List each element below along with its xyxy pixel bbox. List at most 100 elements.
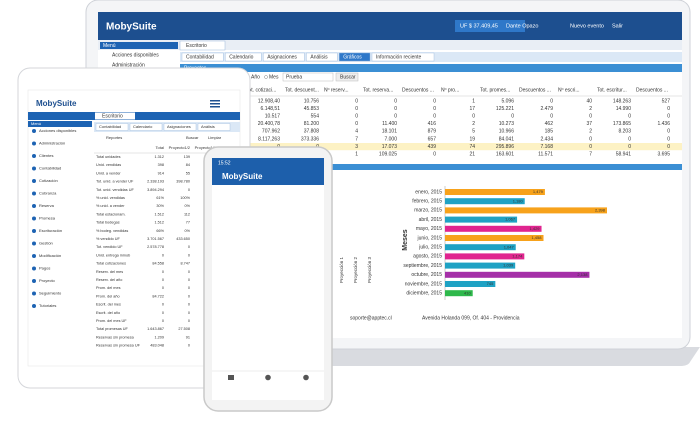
tablet-row-label: % bodeg. vendidas	[96, 229, 128, 233]
tablet-tab[interactable]	[95, 123, 129, 131]
tab[interactable]	[224, 52, 262, 62]
tablet-tab[interactable]	[163, 123, 197, 131]
tab[interactable]	[306, 52, 338, 62]
tab[interactable]	[181, 52, 224, 62]
cell: 0	[667, 136, 670, 142]
menu-item[interactable]: Administración	[39, 141, 65, 146]
menu-item[interactable]: Contabilidad	[39, 166, 61, 171]
menu-item[interactable]: Seguimiento	[39, 291, 62, 296]
tablet-column: Total	[156, 145, 165, 150]
tablet-cell: 0	[162, 270, 164, 274]
menu-item[interactable]: Reserva	[39, 203, 55, 208]
category-label: julio, 2015	[418, 245, 442, 251]
menu-item[interactable]: Clientes	[39, 153, 53, 158]
tablet-cell: 0	[188, 294, 190, 298]
cell: 0	[628, 136, 631, 142]
bar	[445, 262, 516, 269]
tablet-cell: 0	[188, 278, 190, 282]
menu-item[interactable]: Acciones disponibles	[39, 128, 76, 133]
x-label: Proyección 3	[367, 256, 372, 283]
tablet-tab[interactable]	[95, 112, 135, 120]
tablet-row-label: Escrit. del mes	[96, 303, 121, 307]
tablet-row-label: Reserv. del año	[96, 278, 122, 282]
tablet-cell: 398.780	[176, 180, 190, 184]
bar	[445, 189, 545, 195]
menu-icon	[32, 254, 36, 258]
tablet-cell: 0	[162, 253, 164, 257]
menu-icon	[32, 291, 36, 296]
cell: 37.808	[304, 129, 320, 135]
menu-item[interactable]: Escrituración	[39, 228, 62, 233]
tablet-cell: 433.650	[176, 237, 190, 241]
menu-item[interactable]: Proyecto	[39, 278, 56, 283]
category-label: agosto, 2015	[413, 254, 442, 260]
tablet-cell: 1.512	[154, 212, 164, 216]
profile-icon[interactable]	[303, 374, 309, 381]
column-header: Descuentos ...	[402, 87, 434, 93]
tab[interactable]	[263, 52, 305, 62]
menu-item[interactable]: Cotización	[39, 178, 58, 183]
tablet-tab-label: Asignaciones	[167, 124, 191, 129]
value-label: 1,174	[512, 253, 523, 258]
category-label: diciembre, 2015	[406, 291, 442, 297]
bar	[445, 216, 518, 223]
sidebar-item[interactable]: Acciones disponibles	[112, 52, 159, 58]
select[interactable]	[282, 72, 334, 82]
radio[interactable]	[264, 75, 268, 79]
tablet-cell: 1.209	[154, 335, 164, 339]
tablet-cell: 1.312	[154, 155, 164, 159]
cell: 0	[589, 114, 592, 120]
cell: 10.756	[304, 98, 320, 104]
cell: 18.101	[382, 129, 398, 135]
cell: 2	[589, 106, 592, 112]
new-event[interactable]: Nuevo evento	[570, 23, 604, 29]
tab[interactable]	[179, 40, 226, 51]
hamburger[interactable]	[210, 106, 220, 108]
menu-item[interactable]: Promesa	[39, 216, 56, 221]
menu-item[interactable]: Gestión	[39, 241, 53, 246]
tablet-cell: 0	[188, 303, 190, 307]
cell: 2	[589, 129, 592, 135]
menu-item[interactable]: Tutoriales	[39, 303, 56, 308]
menu-item[interactable]: Cobranza	[39, 191, 57, 196]
category-label: enero, 2015	[415, 189, 442, 195]
home-icon[interactable]	[228, 375, 234, 380]
hamburger[interactable]	[210, 103, 220, 105]
filter-label: Año	[251, 74, 260, 80]
cell: 10.517	[265, 114, 281, 120]
menu-item[interactable]: Modificación	[39, 253, 61, 258]
cell: 2.479	[540, 106, 553, 112]
tablet-menu-bar	[28, 121, 92, 127]
button[interactable]	[335, 72, 359, 82]
cell: 45.853	[304, 106, 320, 112]
tablet-cell: 1.512	[154, 221, 164, 225]
menu-icon	[32, 216, 36, 221]
hamburger[interactable]	[210, 100, 220, 102]
menu-item[interactable]: Pagos	[39, 266, 50, 271]
menu-icon	[32, 241, 36, 246]
tablet-tab[interactable]	[129, 123, 163, 131]
cell: 2	[472, 121, 475, 127]
tablet-row-label: % unid. a vender	[96, 204, 125, 208]
tablet-cell: 0	[162, 278, 164, 282]
menu-bar	[100, 42, 178, 49]
alert-icon[interactable]	[265, 374, 271, 381]
cell: 4	[355, 129, 358, 135]
category-label: abril, 2015	[419, 217, 443, 223]
tablet-menu: Menú	[31, 121, 41, 126]
tablet-cell: 2.338.193	[147, 180, 164, 184]
tab[interactable]	[339, 52, 371, 62]
cell: 0	[355, 106, 358, 112]
sidebar-item[interactable]: Administración	[112, 62, 145, 68]
cell: 12.908,40	[258, 98, 280, 104]
tablet-button[interactable]: Buscar	[186, 135, 199, 140]
tablet-cell: 66%	[156, 229, 164, 233]
cell: 0	[628, 144, 631, 150]
exit[interactable]: Salir	[612, 23, 623, 29]
tab-label: Contabilidad	[186, 54, 214, 60]
tablet-clear[interactable]: Limpiar	[208, 135, 222, 140]
tablet-tab[interactable]	[197, 123, 231, 131]
tab[interactable]	[371, 52, 435, 62]
tablet-cell: 0	[188, 253, 190, 257]
cell: 5	[472, 129, 475, 135]
